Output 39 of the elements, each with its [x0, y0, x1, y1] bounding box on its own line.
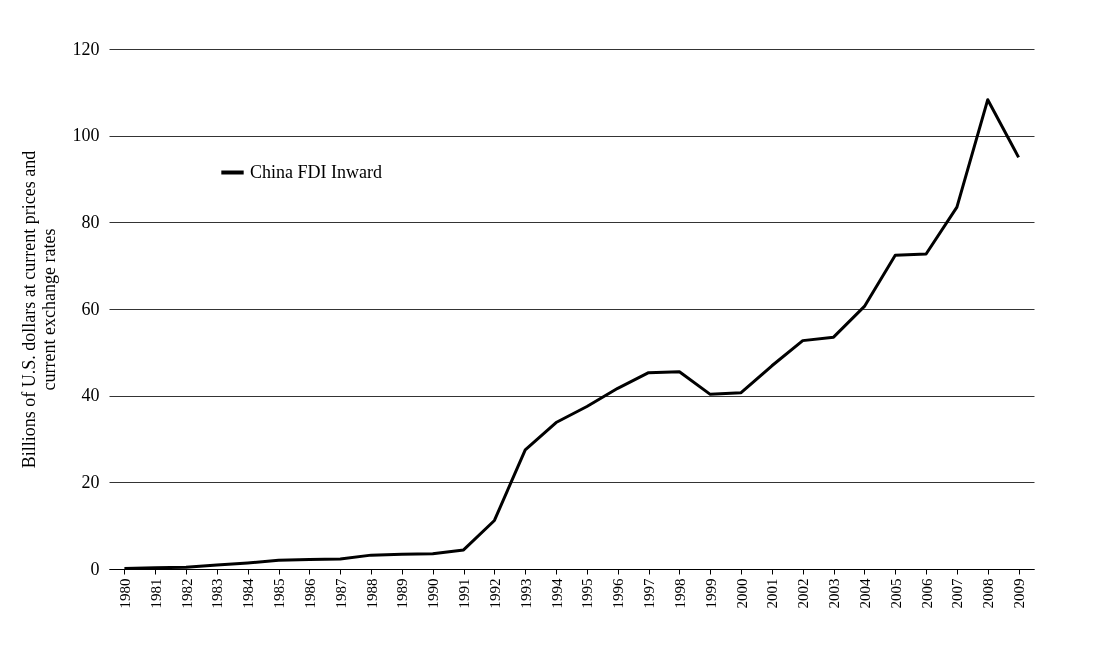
- x-tick-label: 2000: [733, 578, 750, 609]
- x-tick-label: 1985: [271, 578, 288, 609]
- legend-label: China FDI Inward: [250, 161, 382, 182]
- x-tick-label: 1994: [548, 578, 565, 609]
- x-tick-label: 1980: [116, 578, 133, 609]
- y-tick-label: 40: [81, 385, 100, 406]
- x-tick-label: 1986: [301, 578, 318, 609]
- x-tick-label: 2008: [980, 578, 997, 609]
- x-tick-label: 2004: [856, 578, 873, 609]
- x-tick-label: 2009: [1011, 578, 1028, 609]
- x-tick-label: 1988: [363, 578, 380, 609]
- x-tick-label: 1999: [702, 578, 719, 609]
- x-tick-label: 1993: [517, 578, 534, 609]
- x-tick-label: 1992: [486, 578, 503, 609]
- x-tick-label: 1984: [240, 578, 257, 609]
- y-tick-label: 80: [81, 211, 100, 232]
- y-tick-label: 60: [81, 298, 100, 319]
- x-tick-label: 1989: [394, 578, 411, 609]
- y-tick-label: 120: [72, 38, 100, 59]
- x-tick-label: 1982: [178, 578, 195, 609]
- y-tick-label: 100: [72, 125, 100, 146]
- x-tick-label: 2007: [949, 578, 966, 609]
- x-tick-label: 1991: [456, 578, 473, 609]
- y-axis-title: Billions of U.S. dollars at current prices and current exchange rates: [18, 150, 59, 469]
- y-tick-label: 20: [81, 471, 100, 492]
- x-tick-label: 2002: [795, 578, 812, 609]
- x-tick-label: 1996: [610, 578, 627, 609]
- x-tick-label: 1983: [209, 578, 226, 609]
- x-tick-label: 1987: [332, 578, 349, 609]
- x-tick-label: 1998: [671, 578, 688, 609]
- x-tick-label: 1981: [147, 578, 164, 609]
- x-tick-label: 2005: [887, 578, 904, 609]
- x-tick-label: 1997: [641, 578, 658, 609]
- x-tick-label: 2001: [764, 578, 781, 609]
- y-tick-label: 0: [90, 558, 100, 579]
- x-tick-label: 1990: [425, 578, 442, 609]
- x-tick-label: 2003: [826, 578, 843, 609]
- x-tick-label: 1995: [579, 578, 596, 609]
- x-tick-label: 2006: [918, 578, 935, 609]
